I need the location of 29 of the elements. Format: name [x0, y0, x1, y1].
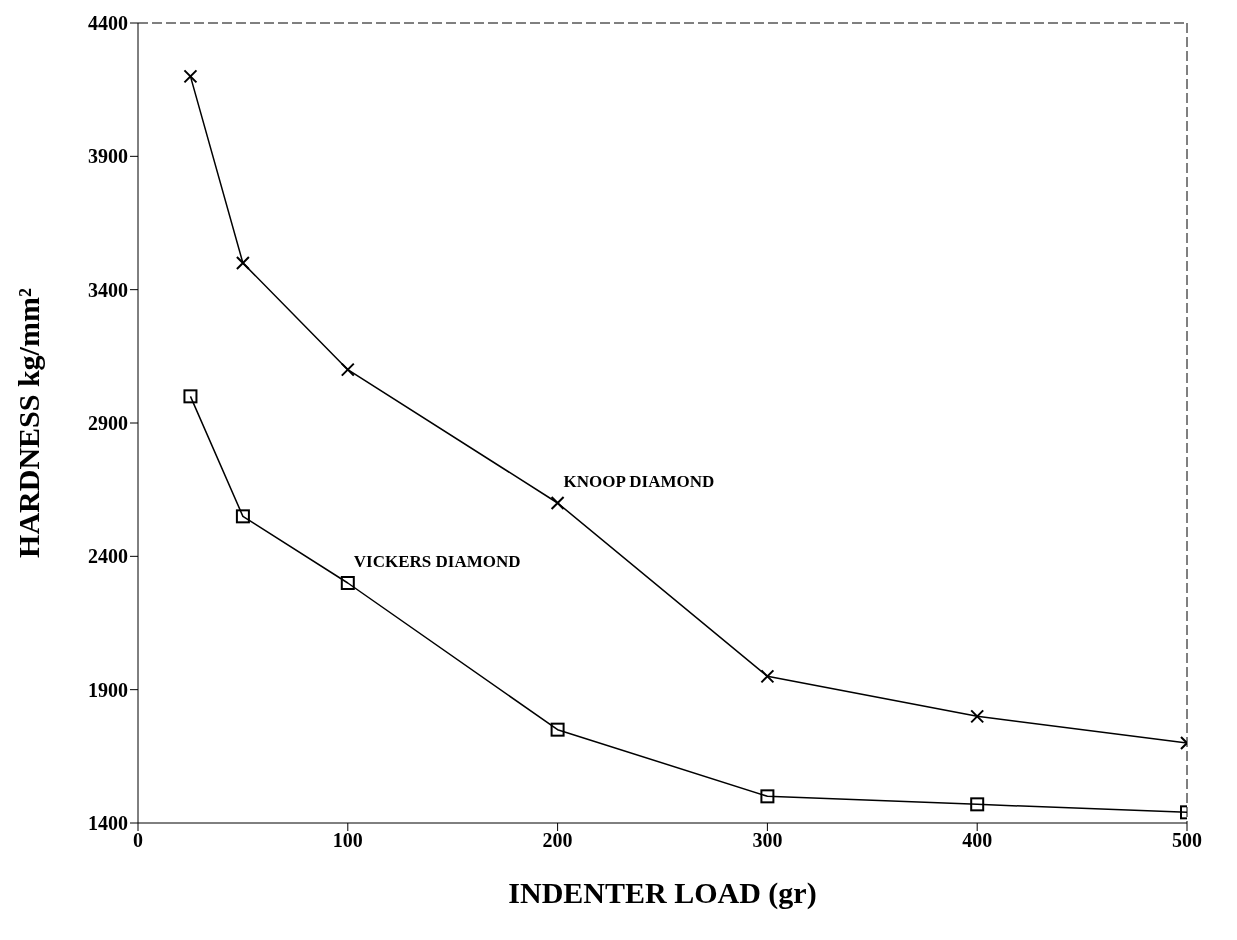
point: [550, 496, 565, 510]
point: [550, 722, 565, 737]
y-tick-label: 1400: [88, 812, 128, 835]
x-axis-title: INDENTER LOAD (gr): [508, 876, 817, 910]
point: [340, 362, 355, 377]
x-tick-label: 100: [332, 829, 363, 852]
point: [183, 389, 198, 404]
x-tick-label: 300: [752, 829, 783, 852]
point: [183, 69, 198, 84]
point: [235, 509, 250, 524]
y-tick-label: 1900: [88, 678, 128, 701]
annotation: KNOOP DIAMOND: [563, 472, 715, 491]
point: [970, 797, 985, 812]
point: [970, 709, 985, 724]
y-tick-label: 2900: [88, 412, 128, 435]
x-tick-label: 200: [542, 829, 573, 852]
annotation: VICKERS DIAMOND: [353, 552, 521, 571]
y-tick-label: 4400: [88, 12, 128, 35]
x-tick-label: 500: [1172, 829, 1202, 852]
x-tick-label: 400: [962, 829, 993, 852]
point: [235, 256, 250, 270]
y-tick-label: 3900: [88, 145, 128, 168]
x-tick-label: 0: [133, 829, 143, 852]
y-tick-label: 3400: [88, 278, 128, 301]
point: [760, 789, 775, 804]
y-axis-title: HARDNESS kg/mm²: [11, 288, 45, 558]
point: [760, 669, 775, 684]
y-tick-label: 2400: [88, 545, 128, 568]
point: [340, 576, 355, 590]
